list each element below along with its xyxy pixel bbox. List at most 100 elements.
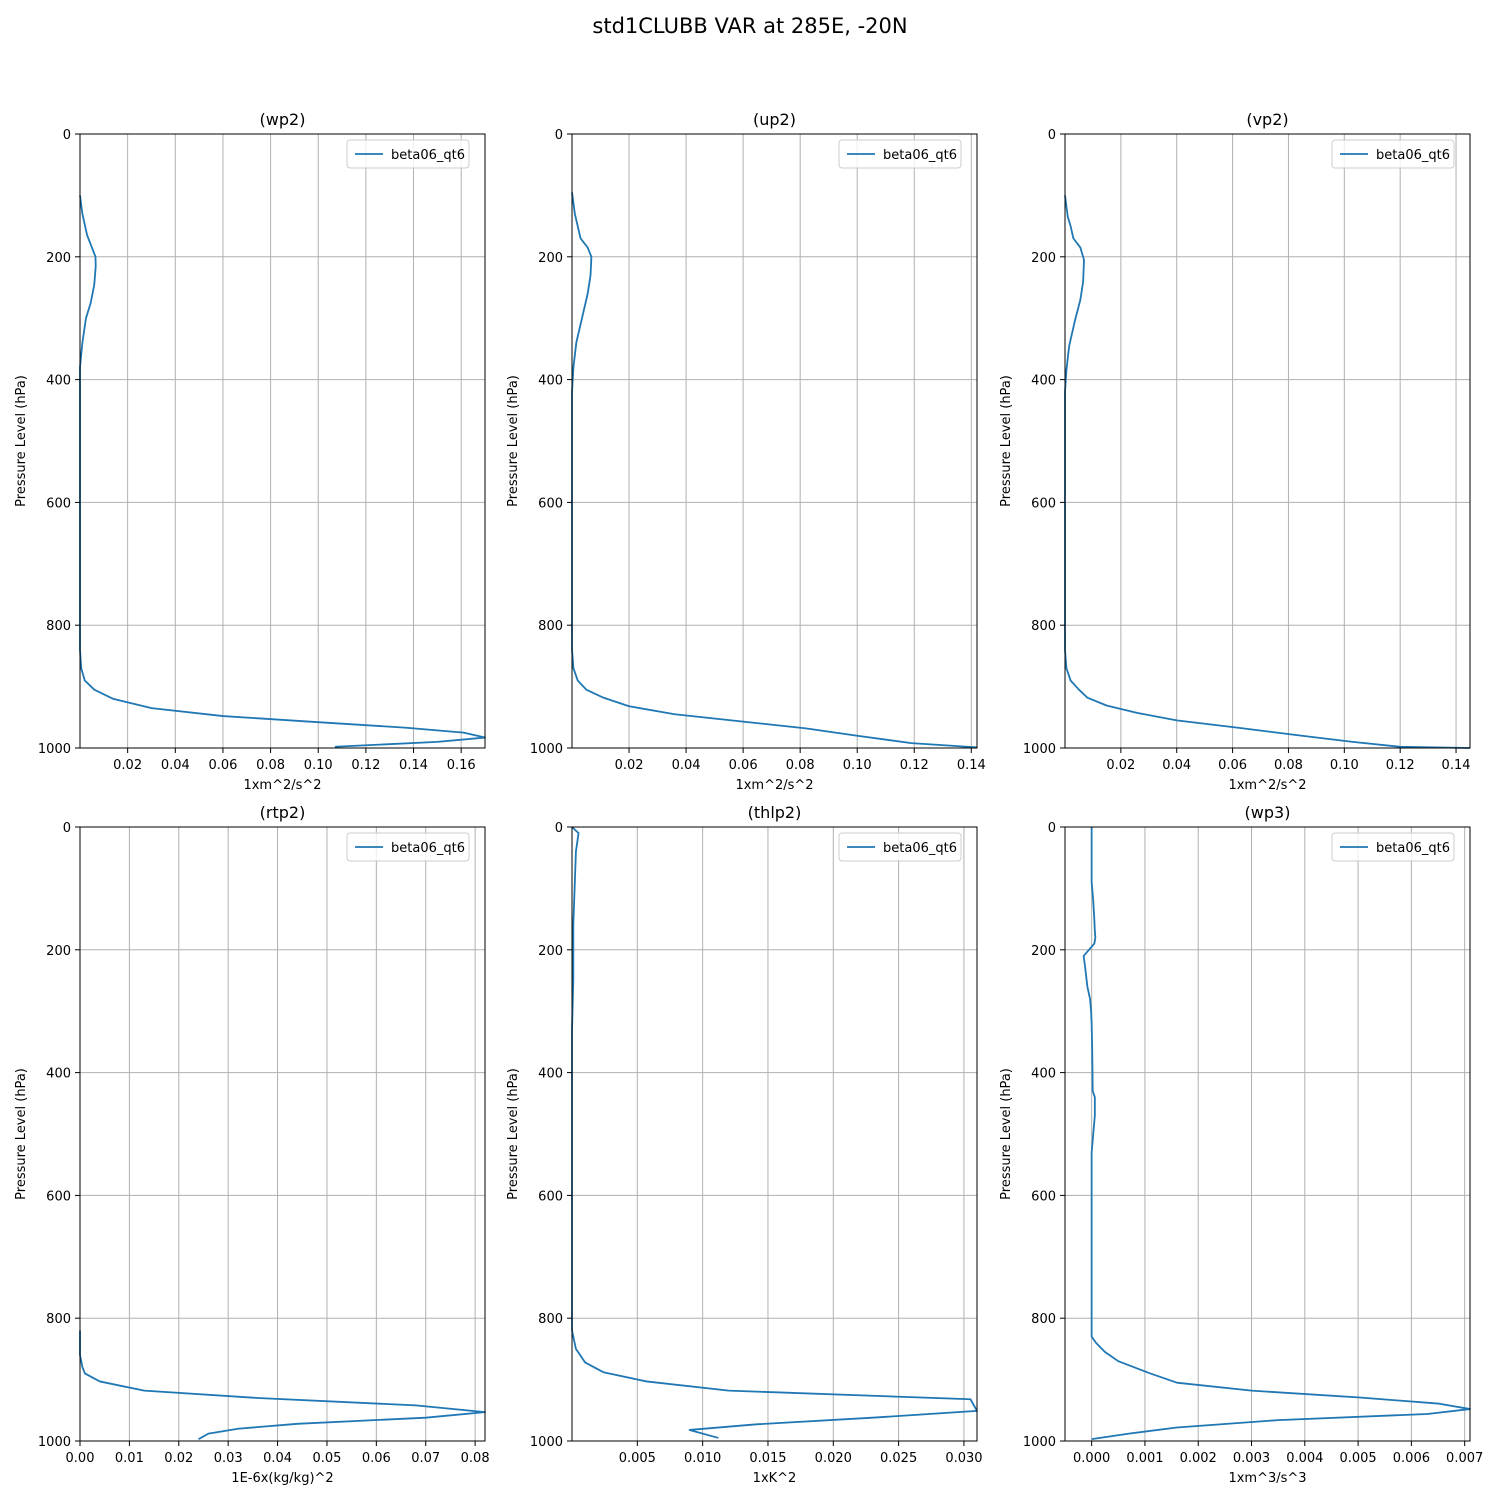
series-line-0 <box>79 195 486 748</box>
y-tick-label: 800 <box>46 1312 71 1327</box>
x-axis-label: 1E-6x(kg/kg)^2 <box>231 1471 333 1486</box>
y-tick-label: 600 <box>538 496 563 511</box>
y-tick-label: 600 <box>46 496 71 511</box>
axes-frame <box>79 826 486 1442</box>
y-tick-label: 800 <box>538 1312 563 1327</box>
y-tick-label: 400 <box>46 1067 71 1082</box>
axes-frame <box>571 133 978 749</box>
x-tick-label: 0.003 <box>1233 1451 1270 1466</box>
y-tick-label: 1000 <box>1023 742 1056 757</box>
y-tick-label: 600 <box>538 1189 563 1204</box>
series-line-0 <box>1082 827 1471 1441</box>
x-tick-label: 0.06 <box>362 1451 391 1466</box>
subplot-title: (wp2) <box>260 110 306 129</box>
y-tick-label: 1000 <box>1023 1435 1056 1450</box>
x-tick-label: 0.02 <box>1106 758 1135 773</box>
legend: beta06_qt6 <box>1331 139 1455 169</box>
legend: beta06_qt6 <box>346 832 470 862</box>
y-tick-label: 400 <box>538 374 563 389</box>
y-tick-label: 1000 <box>38 742 71 757</box>
y-tick-label: 600 <box>1031 1189 1056 1204</box>
axes-frame <box>1064 826 1471 1442</box>
x-tick-label: 0.000 <box>1073 1451 1110 1466</box>
legend-box <box>346 139 470 169</box>
x-tick-label: 0.08 <box>256 758 285 773</box>
x-tick-label: 0.04 <box>672 758 701 773</box>
x-tick-label: 0.14 <box>1442 758 1471 773</box>
x-tick-label: 0.04 <box>1162 758 1191 773</box>
x-tick-label: 0.10 <box>304 758 333 773</box>
legend-label: beta06_qt6 <box>391 148 465 163</box>
subplot-4: 0.005 0.010 0.015 0.020 0.025 0.030 0 200 400 600… <box>506 803 983 1486</box>
x-tick-label: 0.02 <box>615 758 644 773</box>
x-axis-label: 1xm^2/s^2 <box>243 778 321 793</box>
legend-label: beta06_qt6 <box>1376 148 1450 163</box>
subplot-2: 0.02 0.04 0.06 0.08 0.10 0.12 0.14 0 200 400 600 80… <box>999 110 1471 793</box>
x-tick-label: 0.025 <box>880 1451 917 1466</box>
legend: beta06_qt6 <box>838 139 962 169</box>
y-tick-label: 800 <box>538 619 563 634</box>
legend-box <box>1331 832 1455 862</box>
subplot-3: 0.00 0.01 0.02 0.03 0.04 0.05 0.06 0.07 0.08 0 200… <box>14 803 490 1486</box>
y-tick-label: 0 <box>1048 821 1056 836</box>
x-tick-label: 0.08 <box>786 758 815 773</box>
legend-label: beta06_qt6 <box>391 841 465 856</box>
x-tick-label: 0.004 <box>1286 1451 1323 1466</box>
x-tick-label: 0.06 <box>208 758 237 773</box>
x-axis-label: 1xm^2/s^2 <box>1228 778 1306 793</box>
x-tick-label: 0.001 <box>1126 1451 1163 1466</box>
axes-frame <box>1064 133 1471 749</box>
subplot-0: 0.02 0.04 0.06 0.08 0.10 0.12 0.14 0.16 0 200 400 6… <box>14 110 486 793</box>
legend-label: beta06_qt6 <box>883 148 957 163</box>
x-tick-label: 0.14 <box>957 758 986 773</box>
y-tick-label: 0 <box>555 128 563 143</box>
x-tick-label: 0.06 <box>1218 758 1247 773</box>
x-tick-label: 0.12 <box>900 758 929 773</box>
y-tick-label: 200 <box>46 251 71 266</box>
y-axis-label: Pressure Level (hPa) <box>506 1068 521 1200</box>
series-line-0 <box>571 826 978 1439</box>
y-tick-label: 1000 <box>530 742 563 757</box>
y-tick-label: 800 <box>1031 1312 1056 1327</box>
y-tick-label: 400 <box>1031 374 1056 389</box>
x-tick-label: 0.02 <box>164 1451 193 1466</box>
subplot-title: (wp3) <box>1245 803 1291 822</box>
x-tick-label: 0.05 <box>312 1451 341 1466</box>
legend-box <box>1331 139 1455 169</box>
y-tick-label: 200 <box>1031 251 1056 266</box>
y-tick-label: 200 <box>46 944 71 959</box>
x-tick-label: 0.14 <box>399 758 428 773</box>
x-tick-label: 0.005 <box>1339 1451 1376 1466</box>
y-tick-label: 800 <box>1031 619 1056 634</box>
axes-frame <box>571 826 978 1442</box>
subplot-1: 0.02 0.04 0.06 0.08 0.10 0.12 0.14 0 200 400 600 80… <box>506 110 986 793</box>
x-tick-label: 0.020 <box>815 1451 852 1466</box>
x-tick-label: 0.00 <box>66 1451 95 1466</box>
y-tick-label: 1000 <box>38 1435 71 1450</box>
legend: beta06_qt6 <box>346 139 470 169</box>
legend-label: beta06_qt6 <box>1376 841 1450 856</box>
y-tick-label: 200 <box>538 251 563 266</box>
legend-box <box>838 832 962 862</box>
x-tick-label: 0.12 <box>351 758 380 773</box>
x-tick-label: 0.01 <box>115 1451 144 1466</box>
axes-frame <box>79 133 486 749</box>
x-tick-label: 0.02 <box>113 758 142 773</box>
subplot-5: 0.000 0.001 0.002 0.003 0.004 0.005 0.006 0.007… <box>999 803 1483 1486</box>
x-tick-label: 0.030 <box>945 1451 982 1466</box>
subplot-title: (up2) <box>753 110 796 129</box>
legend-box <box>838 139 962 169</box>
legend: beta06_qt6 <box>838 832 962 862</box>
x-tick-label: 0.10 <box>1330 758 1359 773</box>
x-tick-label: 0.002 <box>1180 1451 1217 1466</box>
series-line-0 <box>79 1330 486 1440</box>
x-axis-label: 1xK^2 <box>753 1471 797 1486</box>
x-tick-label: 0.07 <box>411 1451 440 1466</box>
x-tick-label: 0.04 <box>263 1451 292 1466</box>
series-line-0 <box>1064 195 1471 749</box>
x-tick-label: 0.08 <box>1274 758 1303 773</box>
figure-title: std1CLUBB VAR at 285E, -20N <box>592 14 908 38</box>
y-tick-label: 400 <box>1031 1067 1056 1082</box>
y-tick-label: 800 <box>46 619 71 634</box>
y-tick-label: 0 <box>63 128 71 143</box>
